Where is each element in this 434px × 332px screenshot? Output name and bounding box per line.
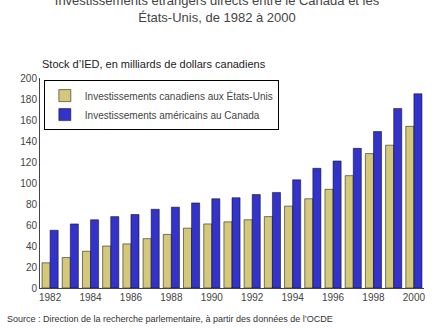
svg-text:60: 60	[26, 220, 38, 231]
svg-text:100: 100	[20, 178, 37, 189]
svg-text:1984: 1984	[79, 292, 102, 303]
svg-text:1994: 1994	[282, 292, 305, 303]
svg-text:0: 0	[31, 283, 37, 294]
svg-text:20: 20	[26, 262, 38, 273]
svg-text:2000: 2000	[403, 292, 426, 303]
svg-text:160: 160	[20, 115, 37, 126]
svg-text:Investissements étrangers dire: Investissements étrangers directs entre …	[55, 0, 380, 25]
svg-text:Stock d’IED, en milliards de d: Stock d’IED, en milliards de dollars can…	[42, 58, 266, 70]
svg-text:1986: 1986	[120, 292, 143, 303]
svg-text:1996: 1996	[322, 292, 345, 303]
svg-text:80: 80	[26, 199, 38, 210]
svg-text:Investissements canadiens aux: Investissements canadiens aux États-Unis	[85, 90, 273, 102]
svg-text:200: 200	[20, 73, 37, 84]
svg-text:1982: 1982	[39, 292, 62, 303]
svg-text:1998: 1998	[362, 292, 385, 303]
svg-text:Source : Direction de la reche: Source : Direction de la recherche parle…	[7, 314, 333, 324]
svg-text:1988: 1988	[160, 292, 183, 303]
svg-text:40: 40	[26, 241, 38, 252]
svg-text:1990: 1990	[201, 292, 224, 303]
svg-text:140: 140	[20, 136, 37, 147]
svg-text:Investissements américains au: Investissements américains au Canada	[85, 110, 260, 121]
svg-text:180: 180	[20, 94, 37, 105]
svg-text:120: 120	[20, 157, 37, 168]
svg-text:1992: 1992	[241, 292, 264, 303]
